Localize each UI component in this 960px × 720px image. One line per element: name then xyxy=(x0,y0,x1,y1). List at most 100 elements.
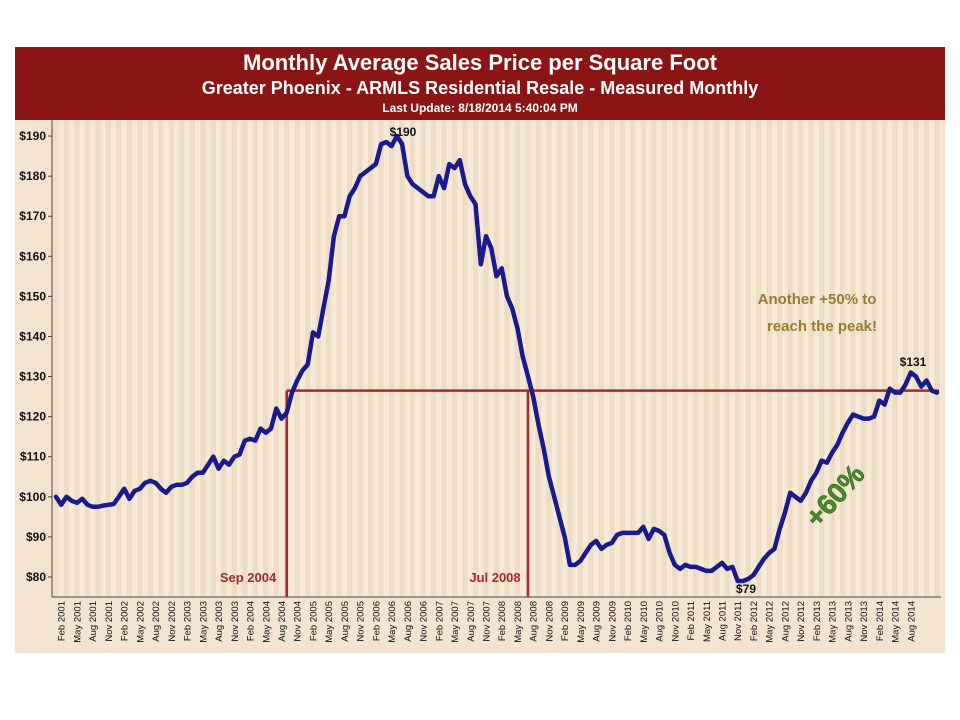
month-band xyxy=(158,120,164,597)
month-band xyxy=(420,120,426,597)
month-band xyxy=(137,120,143,597)
month-band xyxy=(651,120,657,597)
x-tick-label: Aug 2001 xyxy=(88,601,99,642)
month-band xyxy=(724,120,730,597)
x-tick-label: Aug 2011 xyxy=(717,601,728,641)
month-bands xyxy=(52,120,941,597)
month-band xyxy=(430,120,437,597)
x-tick-label: Aug 2002 xyxy=(151,601,162,642)
x-tick-label: May 2001 xyxy=(72,601,83,643)
month-band xyxy=(168,120,174,597)
y-tick-label: $160 xyxy=(19,249,46,263)
month-band xyxy=(829,120,835,597)
month-band xyxy=(231,120,237,597)
price-line xyxy=(53,133,940,584)
month-band xyxy=(546,120,552,597)
y-tick-label: $80 xyxy=(26,570,46,584)
month-band xyxy=(714,120,720,597)
month-band xyxy=(860,120,867,597)
x-tick-label: Aug 2008 xyxy=(529,601,540,642)
month-band xyxy=(179,120,185,597)
month-band xyxy=(609,120,615,597)
month-band xyxy=(284,120,290,597)
x-tick-label: May 2004 xyxy=(261,601,272,643)
x-tick-label: Nov 2002 xyxy=(167,601,178,642)
month-band xyxy=(472,120,479,597)
x-tick-label: Feb 2008 xyxy=(497,601,508,641)
x-tick-label: Feb 2013 xyxy=(812,601,823,641)
x-tick-label: Aug 2010 xyxy=(655,601,666,642)
month-band xyxy=(368,120,374,597)
month-band xyxy=(210,120,216,597)
month-band xyxy=(703,120,709,597)
x-tick-label: Feb 2003 xyxy=(183,601,194,641)
y-tick-label: $140 xyxy=(19,329,46,343)
peak-label: $190 xyxy=(390,125,417,139)
x-tick-label: Nov 2008 xyxy=(544,601,555,642)
x-tick-label: Feb 2007 xyxy=(434,601,445,641)
month-band xyxy=(525,120,531,597)
month-band xyxy=(682,120,688,597)
month-band xyxy=(577,120,584,597)
y-tick-label: $190 xyxy=(19,129,46,143)
x-tick-label: Nov 2010 xyxy=(670,601,681,642)
x-tick-label: Aug 2014 xyxy=(906,601,917,642)
month-band xyxy=(263,120,269,597)
x-tick-label: May 2006 xyxy=(387,601,398,643)
latest-label: $131 xyxy=(900,355,927,369)
month-band xyxy=(105,120,112,597)
month-band xyxy=(735,120,741,597)
month-band xyxy=(336,120,342,597)
x-tick-label: Nov 2003 xyxy=(230,601,241,642)
x-tick-label: Aug 2005 xyxy=(340,601,351,642)
month-band xyxy=(902,120,909,597)
month-band xyxy=(347,120,353,597)
month-band xyxy=(556,120,563,597)
month-band xyxy=(819,120,825,597)
month-band xyxy=(923,120,930,597)
month-band xyxy=(504,120,510,597)
y-tick-label: $150 xyxy=(19,289,46,303)
x-tick-label: May 2011 xyxy=(702,601,713,642)
x-tick-label: May 2003 xyxy=(198,601,209,643)
month-band xyxy=(252,120,258,597)
month-band xyxy=(451,120,458,597)
x-tick-label: May 2008 xyxy=(513,601,524,643)
month-band xyxy=(315,120,321,597)
month-band xyxy=(200,120,206,597)
x-tick-label: Feb 2012 xyxy=(749,601,760,641)
month-band xyxy=(294,120,300,597)
x-tick-label: Feb 2011 xyxy=(686,601,697,640)
month-band xyxy=(242,120,248,597)
x-tick-label: Aug 2012 xyxy=(780,601,791,642)
month-band xyxy=(441,120,447,597)
x-tick-label: Feb 2002 xyxy=(120,601,131,641)
month-band xyxy=(892,120,898,597)
month-band xyxy=(74,120,80,597)
month-band xyxy=(147,120,154,597)
x-tick-label: Nov 2005 xyxy=(356,601,367,642)
x-tick-label: Feb 2004 xyxy=(246,601,257,641)
month-band xyxy=(189,120,195,597)
month-band xyxy=(462,120,468,597)
month-band xyxy=(630,120,636,597)
month-band xyxy=(535,120,542,597)
month-band xyxy=(839,120,846,597)
month-band xyxy=(745,120,751,597)
x-tick-label: Feb 2005 xyxy=(308,601,319,641)
month-band xyxy=(640,120,646,597)
month-band xyxy=(399,120,405,597)
last-update: Last Update: 8/18/2014 5:40:04 PM xyxy=(382,101,578,115)
chart-subtitle: Greater Phoenix - ARMLS Residential Resa… xyxy=(201,78,759,98)
trough-label: $79 xyxy=(736,582,756,596)
chart-title: Monthly Average Sales Price per Square F… xyxy=(243,50,717,75)
month-band xyxy=(798,120,804,597)
x-tick-label: May 2002 xyxy=(135,601,146,643)
x-tick-label: May 2010 xyxy=(639,601,650,643)
x-tick-label: Aug 2003 xyxy=(214,601,225,642)
title-banner: Monthly Average Sales Price per Square F… xyxy=(15,47,945,120)
month-band xyxy=(913,120,919,597)
x-tick-label: Nov 2004 xyxy=(293,601,304,642)
x-tick-label: May 2012 xyxy=(765,601,776,643)
